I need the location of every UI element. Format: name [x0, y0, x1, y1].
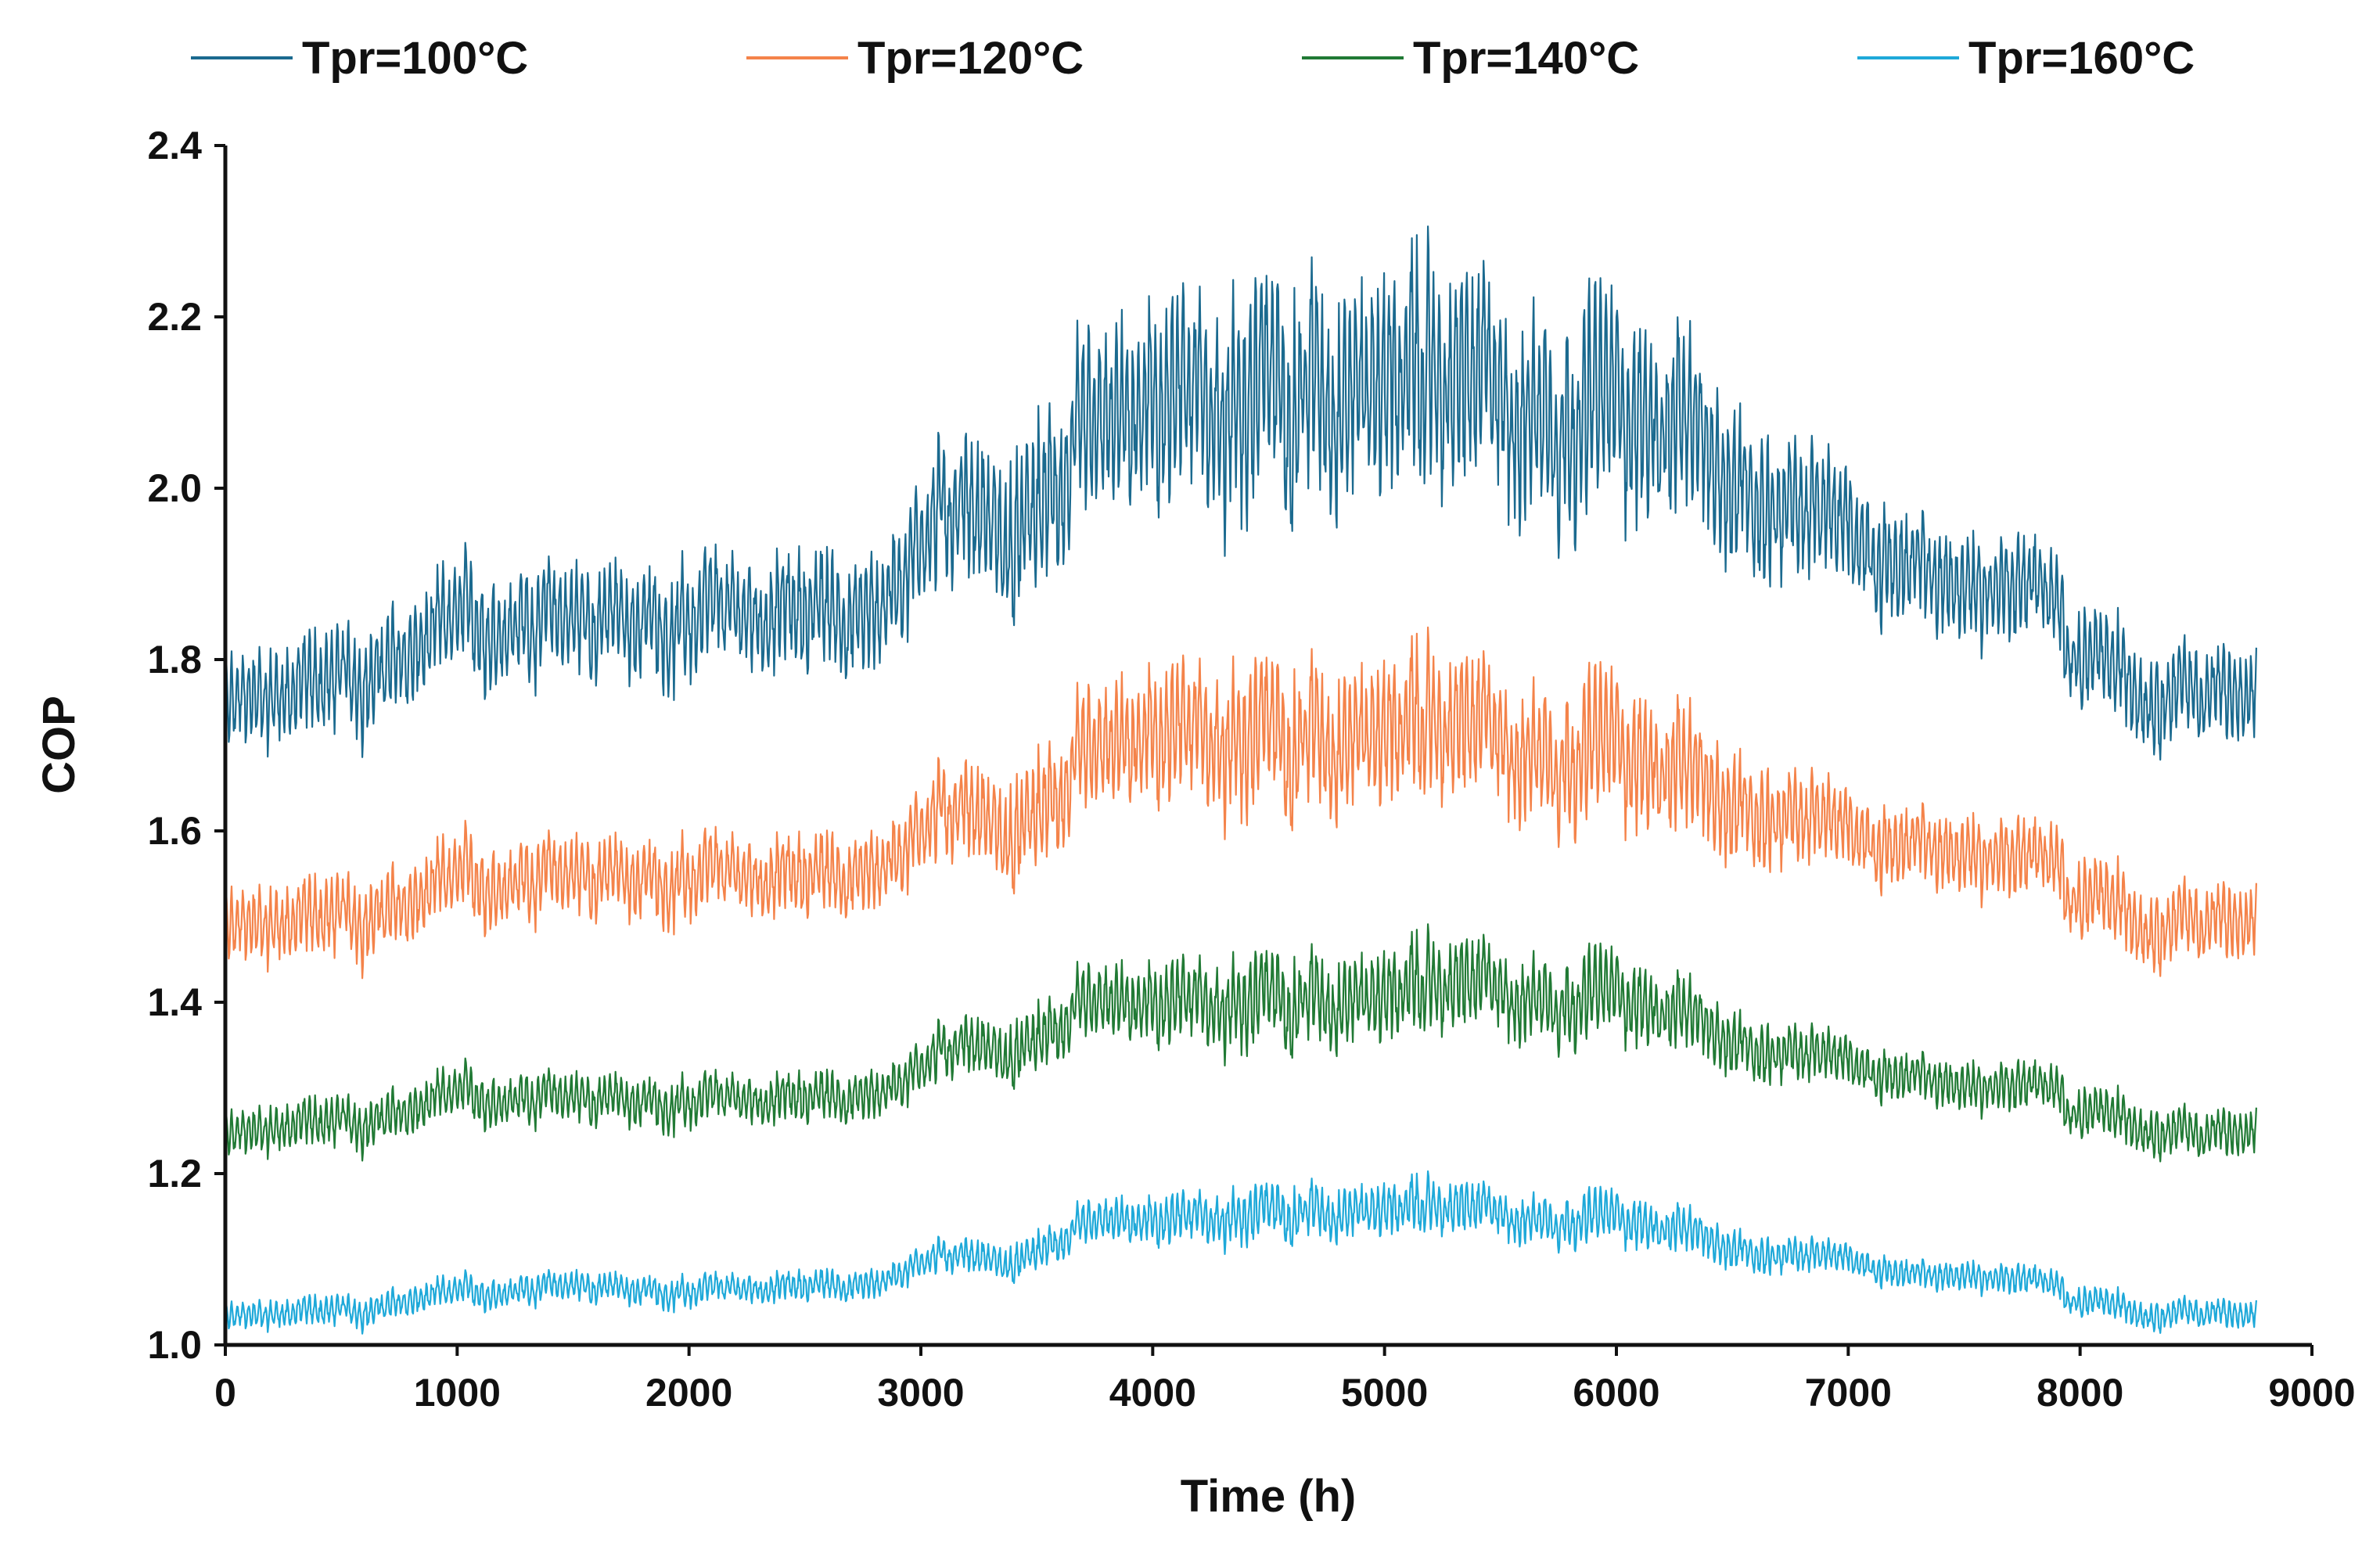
x-ticks: 0 1000 2000 3000 4000 5000 6000 7000 8000 9000	[214, 1345, 2356, 1415]
legend-entry-160: Tpr=160°C	[1857, 33, 2195, 84]
x-axis-title: Time (h)	[1181, 1471, 1357, 1522]
y-ticks: 1.0 1.2 1.4 1.6 1.8 2.0 2.2 2.4	[147, 124, 225, 1367]
y-axis-title: COP	[34, 696, 84, 794]
legend-label-140: Tpr=140°C	[1413, 33, 1639, 84]
x-tick-label: 7000	[1805, 1371, 1892, 1415]
y-tick-label: 1.6	[147, 809, 202, 853]
x-tick-label: 6000	[1573, 1371, 1659, 1415]
legend-entry-120: Tpr=120°C	[746, 33, 1084, 84]
x-tick-label: 3000	[877, 1371, 964, 1415]
x-tick-label: 0	[214, 1371, 236, 1415]
x-tick-label: 9000	[2268, 1371, 2355, 1415]
series-line-3	[224, 923, 2257, 1163]
x-tick-label: 1000	[414, 1371, 501, 1415]
legend: Tpr=100°C Tpr=120°C Tpr=140°C Tpr=160°C	[191, 33, 2195, 84]
legend-label-120: Tpr=120°C	[857, 33, 1084, 84]
y-tick-label: 2.2	[147, 295, 202, 339]
x-tick-label: 5000	[1341, 1371, 1428, 1415]
series-line-2	[224, 626, 2257, 980]
legend-entry-100: Tpr=100°C	[191, 33, 528, 84]
legend-label-100: Tpr=100°C	[302, 33, 528, 84]
x-tick-label: 8000	[2037, 1371, 2123, 1415]
x-tick-label: 2000	[645, 1371, 732, 1415]
y-tick-label: 1.4	[147, 980, 202, 1024]
x-tick-label: 4000	[1109, 1371, 1196, 1415]
series-line-1	[224, 225, 2257, 761]
y-tick-label: 1.8	[147, 638, 202, 681]
y-tick-label: 1.0	[147, 1323, 202, 1367]
legend-label-160: Tpr=160°C	[1968, 33, 2195, 84]
series-layer	[224, 225, 2257, 1335]
y-tick-label: 2.0	[147, 466, 202, 510]
series-line-4	[224, 1170, 2257, 1335]
legend-entry-140: Tpr=140°C	[1302, 33, 1639, 84]
y-tick-label: 1.2	[147, 1152, 202, 1195]
y-tick-label: 2.4	[147, 124, 202, 167]
